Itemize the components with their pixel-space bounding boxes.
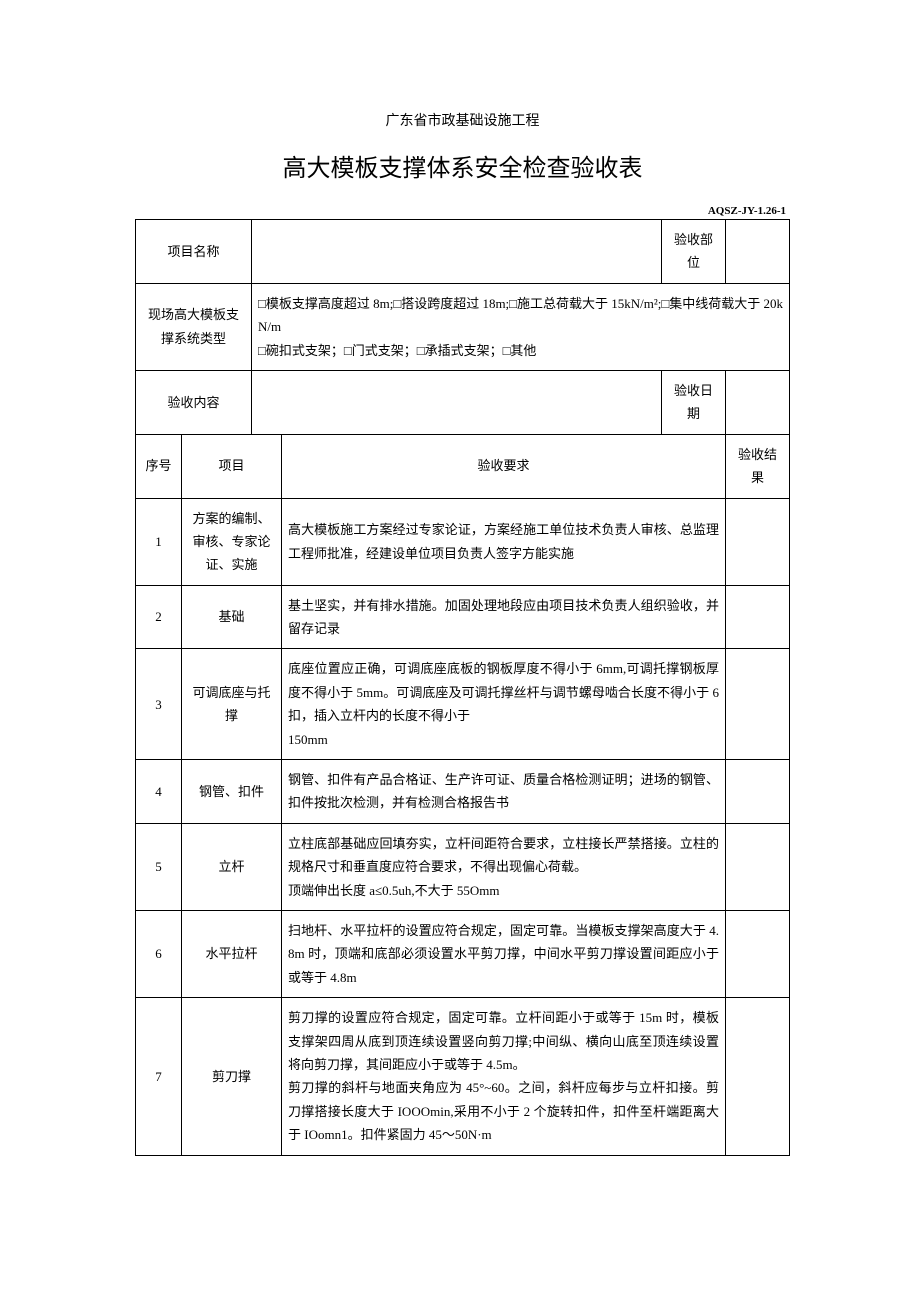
cell-seq: 2 <box>136 585 182 649</box>
project-name-label: 项目名称 <box>136 220 252 284</box>
system-type-line1: □模板支撑高度超过 8m;□搭设跨度超过 18m;□施工总荷载大于 15kN/m… <box>258 292 783 339</box>
cell-result <box>726 498 790 585</box>
cell-item: 方案的编制、审核、专家论证、实施 <box>182 498 282 585</box>
cell-item: 基础 <box>182 585 282 649</box>
cell-seq: 6 <box>136 910 182 997</box>
accept-date-label: 验收日期 <box>662 370 726 434</box>
cell-result <box>726 585 790 649</box>
accept-date-value <box>726 370 790 434</box>
header-row-project: 项目名称 验收部位 <box>136 220 790 284</box>
column-header-row: 序号 项目 验收要求 验收结果 <box>136 434 790 498</box>
cell-item: 立杆 <box>182 823 282 910</box>
cell-result <box>726 998 790 1155</box>
col-item: 项目 <box>182 434 282 498</box>
accept-content-value <box>252 370 662 434</box>
table-row: 5 立杆 立柱底部基础应回填夯实，立杆间距符合要求，立柱接长严禁搭接。立柱的规格… <box>136 823 790 910</box>
cell-req: 基土坚实，并有排水措施。加固处理地段应由项目技术负责人组织验收，并留存记录 <box>282 585 726 649</box>
cell-req: 底座位置应正确，可调底座底板的钢板厚度不得小于 6mm,可调托撑钢板厚度不得小于… <box>282 649 726 760</box>
col-req: 验收要求 <box>282 434 726 498</box>
cell-item: 钢管、扣件 <box>182 760 282 824</box>
project-name-value <box>252 220 662 284</box>
table-row: 4 钢管、扣件 钢管、扣件有产品合格证、生产许可证、质量合格检测证明；进场的钢管… <box>136 760 790 824</box>
header-row-accept: 验收内容 验收日期 <box>136 370 790 434</box>
cell-result <box>726 760 790 824</box>
cell-seq: 1 <box>136 498 182 585</box>
cell-item: 可调底座与托撑 <box>182 649 282 760</box>
table-row: 3 可调底座与托撑 底座位置应正确，可调底座底板的钢板厚度不得小于 6mm,可调… <box>136 649 790 760</box>
cell-req: 钢管、扣件有产品合格证、生产许可证、质量合格检测证明；进场的钢管、扣件按批次检测… <box>282 760 726 824</box>
accept-unit-label: 验收部位 <box>662 220 726 284</box>
cell-req: 剪刀撑的设置应符合规定，固定可靠。立杆间距小于或等于 15m 时，模板支撑架四周… <box>282 998 726 1155</box>
cell-seq: 5 <box>136 823 182 910</box>
system-type-line2: □碗扣式支架；□门式支架；□承插式支架；□其他 <box>258 339 783 362</box>
col-result: 验收结果 <box>726 434 790 498</box>
inspection-table: 项目名称 验收部位 现场高大模板支撑系统类型 □模板支撑高度超过 8m;□搭设跨… <box>135 219 790 1156</box>
header-row-system-type: 现场高大模板支撑系统类型 □模板支撑高度超过 8m;□搭设跨度超过 18m;□施… <box>136 283 790 370</box>
form-code: AQSZ-JY-1.26-1 <box>135 205 790 217</box>
pre-title: 广东省市政基础设施工程 <box>135 110 790 130</box>
cell-result <box>726 649 790 760</box>
col-seq: 序号 <box>136 434 182 498</box>
cell-result <box>726 823 790 910</box>
table-row: 7 剪刀撑 剪刀撑的设置应符合规定，固定可靠。立杆间距小于或等于 15m 时，模… <box>136 998 790 1155</box>
document-page: 广东省市政基础设施工程 高大模板支撑体系安全检查验收表 AQSZ-JY-1.26… <box>0 0 920 1216</box>
main-title: 高大模板支撑体系安全检查验收表 <box>135 148 790 183</box>
cell-seq: 4 <box>136 760 182 824</box>
system-type-value: □模板支撑高度超过 8m;□搭设跨度超过 18m;□施工总荷载大于 15kN/m… <box>252 283 790 370</box>
table-row: 1 方案的编制、审核、专家论证、实施 高大模板施工方案经过专家论证，方案经施工单… <box>136 498 790 585</box>
table-row: 6 水平拉杆 扫地杆、水平拉杆的设置应符合规定，固定可靠。当模板支撑架高度大于 … <box>136 910 790 997</box>
table-row: 2 基础 基土坚实，并有排水措施。加固处理地段应由项目技术负责人组织验收，并留存… <box>136 585 790 649</box>
system-type-label: 现场高大模板支撑系统类型 <box>136 283 252 370</box>
cell-seq: 7 <box>136 998 182 1155</box>
cell-item: 水平拉杆 <box>182 910 282 997</box>
cell-req: 扫地杆、水平拉杆的设置应符合规定，固定可靠。当模板支撑架高度大于 4.8m 时，… <box>282 910 726 997</box>
cell-req: 立柱底部基础应回填夯实，立杆间距符合要求，立柱接长严禁搭接。立柱的规格尺寸和垂直… <box>282 823 726 910</box>
cell-result <box>726 910 790 997</box>
cell-req: 高大模板施工方案经过专家论证，方案经施工单位技术负责人审核、总监理工程师批准，经… <box>282 498 726 585</box>
accept-content-label: 验收内容 <box>136 370 252 434</box>
accept-unit-value <box>726 220 790 284</box>
cell-seq: 3 <box>136 649 182 760</box>
cell-item: 剪刀撑 <box>182 998 282 1155</box>
